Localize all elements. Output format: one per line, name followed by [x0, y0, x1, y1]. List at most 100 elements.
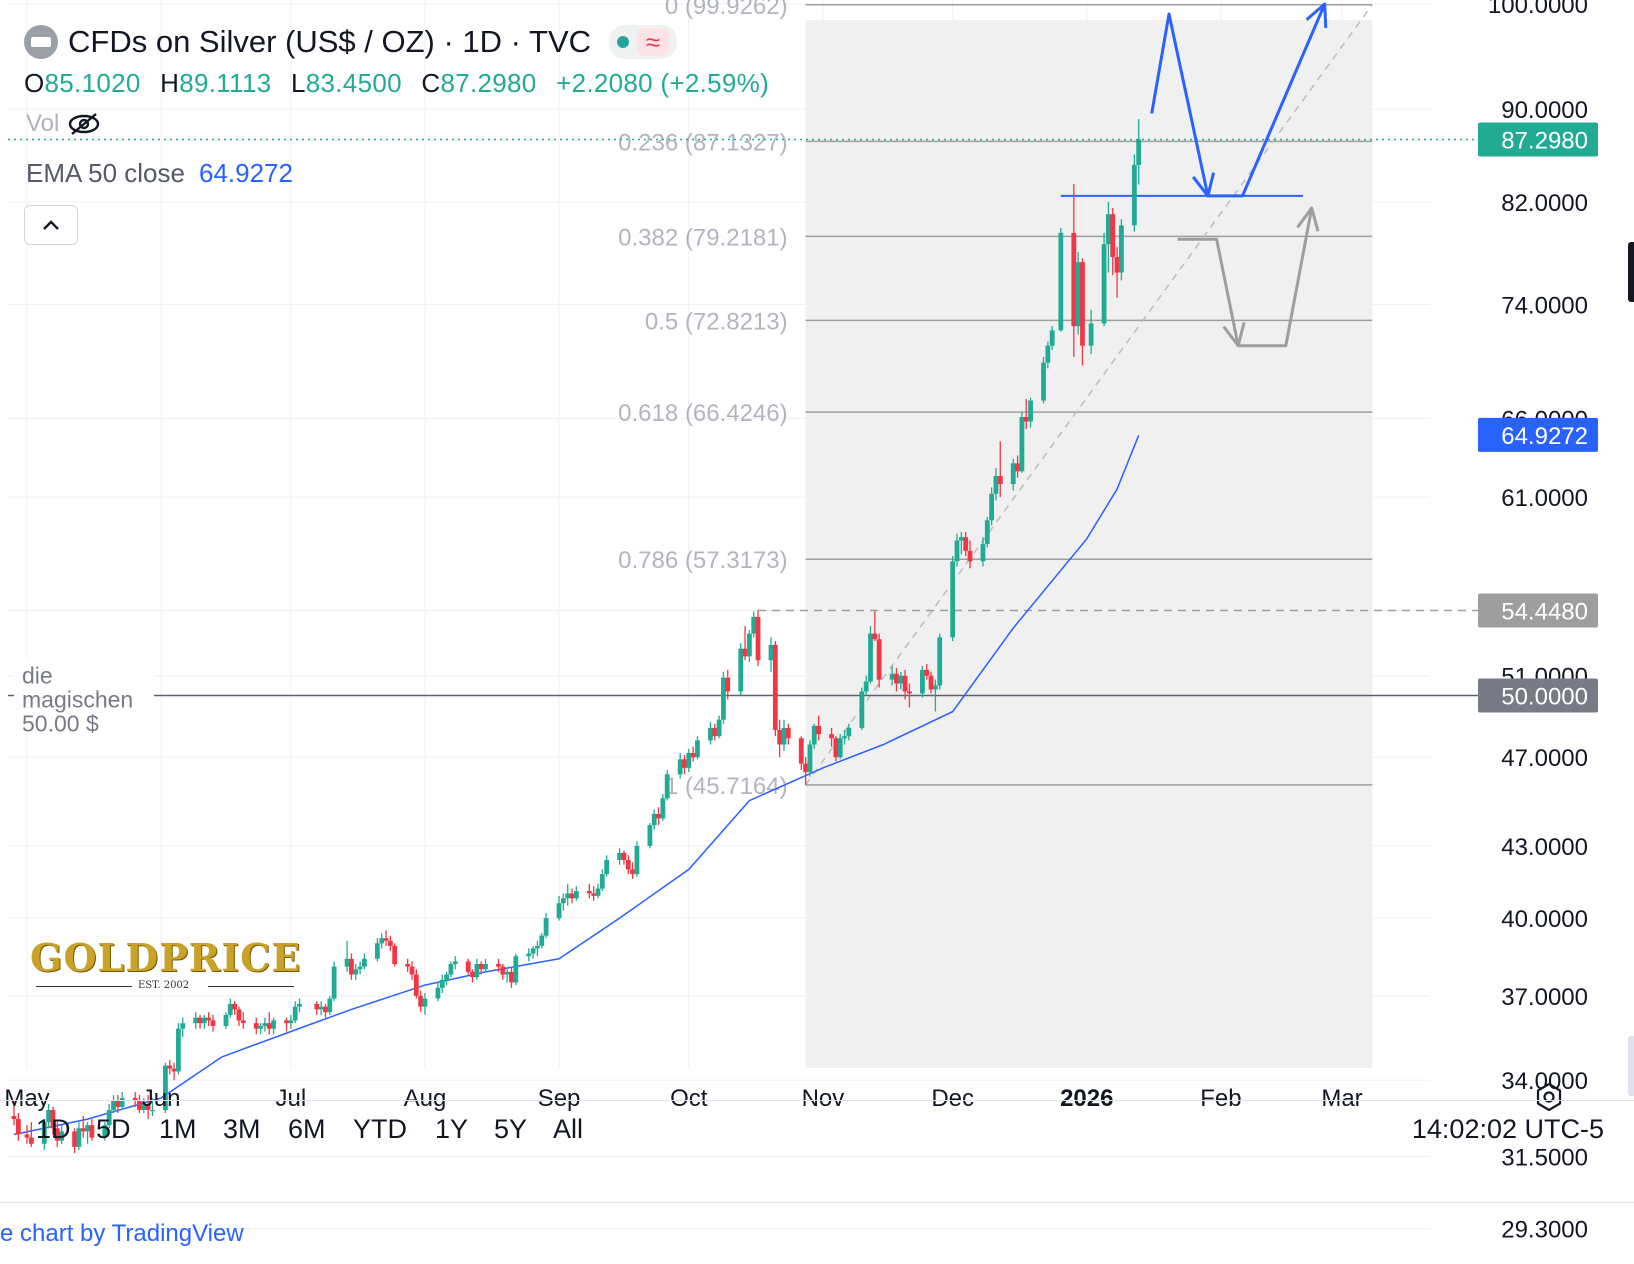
fib-shaded-area — [805, 20, 1373, 1068]
candle-body — [591, 893, 597, 896]
time-tick-label: Aug — [404, 1085, 447, 1112]
candle-body — [803, 763, 809, 773]
close-key: C — [421, 68, 441, 98]
time-tick-label: Jul — [276, 1085, 307, 1112]
range-button-all[interactable]: All — [553, 1114, 584, 1144]
price-axis[interactable]: 100.000090.000082.000074.000066.000061.0… — [1478, 0, 1598, 1244]
candle-body — [560, 898, 566, 904]
volume-legend[interactable]: Vol — [26, 110, 101, 138]
candle-body — [24, 1134, 30, 1138]
candle-body — [163, 1065, 168, 1110]
candle-body — [725, 677, 731, 692]
range-button-3m[interactable]: 3M — [223, 1114, 261, 1144]
candle-body — [357, 966, 363, 970]
candle-body — [387, 940, 393, 946]
horizontal-levels[interactable] — [8, 138, 1580, 697]
candle-body — [362, 958, 367, 967]
chart-clock[interactable]: 14:02:02 UTC-5 — [1411, 1114, 1604, 1144]
market-status-pill[interactable]: ≈ — [609, 25, 678, 59]
range-button-6m[interactable]: 6M — [288, 1114, 326, 1144]
range-button-1m[interactable]: 1M — [159, 1114, 197, 1144]
chart-grid — [8, 0, 1430, 1230]
tradingview-attribution-link[interactable]: e chart by TradingView — [0, 1220, 244, 1247]
projection-arrows[interactable] — [1150, 2, 1328, 348]
ema-legend[interactable]: EMA 50 close 64.9272 — [26, 158, 293, 189]
candle-body — [80, 1128, 86, 1132]
fib-retracement[interactable]: 0 (99.9262) 0.236 (87.1327) 0.382 (79.2181… — [618, 0, 1373, 800]
candle-body — [323, 1006, 328, 1013]
candle-body — [111, 1100, 116, 1110]
candle-body — [474, 964, 480, 978]
candle-body — [353, 969, 359, 975]
candle-body — [907, 691, 912, 694]
high-value: 89.1113 — [179, 68, 272, 98]
candle-body — [634, 845, 640, 875]
range-button-ytd[interactable]: YTD — [353, 1114, 407, 1144]
candle-body — [327, 998, 333, 1013]
candle-body — [868, 633, 873, 682]
candle-body — [837, 738, 843, 758]
settings-gear-icon[interactable] — [1536, 1082, 1562, 1112]
candle-body — [175, 1028, 181, 1072]
candle-body — [1110, 214, 1116, 257]
range-button-1d[interactable]: 1D — [36, 1114, 71, 1144]
candle-body — [530, 948, 536, 954]
candle-body — [1045, 345, 1051, 363]
candle-body — [232, 1003, 238, 1010]
range-button-5y[interactable]: 5Y — [494, 1114, 528, 1144]
candle-body — [439, 979, 445, 988]
candle-body — [954, 540, 960, 562]
collapse-legend-button[interactable] — [24, 205, 78, 245]
candle-body — [171, 1068, 177, 1072]
price-tag-label: 87.2980 — [1501, 128, 1588, 155]
annotation-text: die — [22, 662, 53, 688]
candle-body — [284, 1020, 289, 1024]
candle-body — [383, 938, 389, 941]
range-button-5d[interactable]: 5D — [96, 1114, 131, 1144]
candle-body — [686, 752, 692, 768]
candle-body — [452, 961, 458, 965]
candle-body — [565, 893, 571, 899]
chart-title[interactable]: CFDs on Silver (US$ / OZ) · 1D · TVC ≈ — [24, 24, 678, 60]
candle-body — [746, 633, 752, 657]
ohlc-legend: O85.1020 H89.1113 L83.4500 C87.2980 +2.2… — [24, 68, 781, 99]
candle-body — [227, 1003, 233, 1015]
blue-arrow-head-up — [1305, 2, 1328, 29]
range-button-1y[interactable]: 1Y — [435, 1114, 469, 1144]
candle-body — [331, 966, 337, 999]
candle-body — [846, 727, 852, 737]
fib-level-label: 0.5 (72.8213) — [645, 308, 788, 335]
candle-body — [630, 869, 635, 875]
candle-body — [102, 1125, 108, 1138]
candle-body — [539, 935, 545, 946]
candle-body — [509, 971, 514, 983]
candle-body — [465, 961, 471, 972]
candle-body — [980, 543, 986, 562]
scroll-handle-bottom[interactable] — [1628, 1036, 1634, 1096]
candle-body — [958, 537, 964, 541]
candle-body — [1023, 416, 1029, 422]
candle-body — [1075, 262, 1081, 327]
price-tick-label: 61.0000 — [1501, 485, 1588, 512]
eye-hidden-icon[interactable] — [67, 111, 101, 137]
scroll-handle-top[interactable] — [1628, 242, 1634, 302]
symbol-title-text: CFDs on Silver (US$ / OZ) · 1D · TVC — [68, 24, 592, 59]
candle-body — [392, 945, 398, 965]
candle-body — [59, 1131, 65, 1141]
candle-body — [11, 1116, 17, 1120]
candle-body — [374, 943, 380, 959]
time-tick-label: Jun — [142, 1085, 181, 1112]
candle-body — [379, 938, 385, 944]
time-tick-label: May — [4, 1085, 49, 1112]
time-axis[interactable]: May Jun Jul Aug Sep Oct Nov Dec 2026 Feb Mar — [4, 1085, 1362, 1112]
volume-label: Vol — [26, 110, 60, 137]
candle-body — [617, 852, 623, 860]
candle-body — [738, 648, 744, 692]
candle-body — [409, 966, 415, 975]
candle-body — [1049, 330, 1055, 346]
fib-trend-line — [805, 4, 1373, 786]
candle-body — [872, 633, 878, 640]
candle-body — [785, 727, 791, 739]
candle-body — [902, 675, 908, 692]
